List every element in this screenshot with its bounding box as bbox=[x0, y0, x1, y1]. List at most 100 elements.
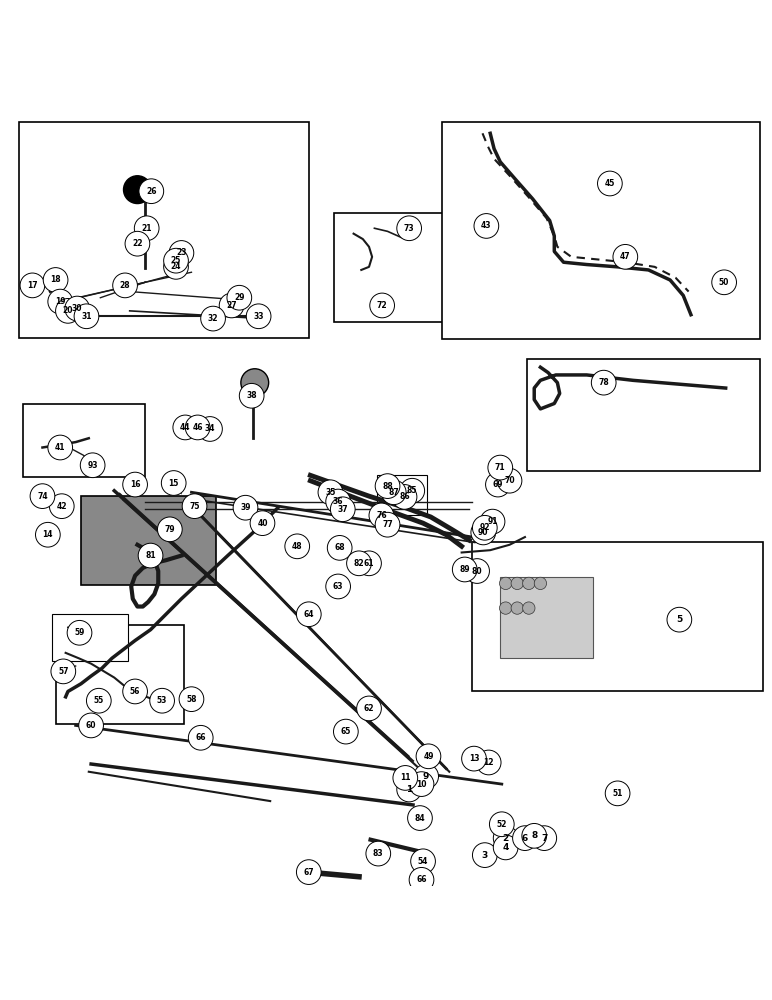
Text: 5: 5 bbox=[676, 615, 682, 624]
Circle shape bbox=[113, 273, 137, 298]
Circle shape bbox=[125, 231, 150, 256]
Text: 60: 60 bbox=[86, 721, 96, 730]
Circle shape bbox=[393, 766, 418, 790]
Bar bbox=[23, 403, 145, 477]
Text: 39: 39 bbox=[240, 503, 251, 512]
Circle shape bbox=[414, 764, 438, 789]
Circle shape bbox=[227, 285, 252, 310]
Bar bbox=[472, 542, 763, 691]
Circle shape bbox=[134, 216, 159, 241]
Text: 84: 84 bbox=[415, 814, 425, 823]
Circle shape bbox=[326, 489, 350, 514]
Circle shape bbox=[188, 725, 213, 750]
Text: 18: 18 bbox=[50, 275, 61, 284]
Text: 69: 69 bbox=[493, 480, 503, 489]
Text: 43: 43 bbox=[481, 221, 492, 230]
Text: 91: 91 bbox=[487, 517, 498, 526]
Circle shape bbox=[532, 826, 557, 850]
Bar bbox=[56, 625, 184, 724]
Text: 9: 9 bbox=[423, 772, 429, 781]
Text: 57: 57 bbox=[58, 667, 69, 676]
Circle shape bbox=[330, 497, 355, 522]
Text: 40: 40 bbox=[257, 519, 268, 528]
Circle shape bbox=[250, 511, 275, 536]
Circle shape bbox=[182, 494, 207, 519]
Text: 6: 6 bbox=[522, 834, 528, 843]
Text: 27: 27 bbox=[226, 301, 237, 310]
Circle shape bbox=[150, 688, 174, 713]
Text: 45: 45 bbox=[604, 179, 615, 188]
Text: 70: 70 bbox=[504, 476, 515, 485]
Circle shape bbox=[185, 415, 210, 440]
Bar bbox=[19, 122, 309, 338]
Circle shape bbox=[493, 835, 518, 860]
Circle shape bbox=[712, 270, 736, 295]
Circle shape bbox=[86, 688, 111, 713]
Text: 26: 26 bbox=[146, 187, 157, 196]
Text: 89: 89 bbox=[459, 565, 470, 574]
Text: 58: 58 bbox=[186, 695, 197, 704]
Text: 7: 7 bbox=[541, 834, 547, 843]
Circle shape bbox=[392, 485, 417, 509]
Circle shape bbox=[613, 244, 638, 269]
Circle shape bbox=[296, 860, 321, 884]
Bar bbox=[81, 496, 216, 585]
Text: 61: 61 bbox=[364, 559, 374, 568]
Circle shape bbox=[522, 823, 547, 848]
Text: 1: 1 bbox=[406, 785, 412, 794]
Text: 14: 14 bbox=[42, 530, 53, 539]
Bar bbox=[500, 577, 593, 658]
Circle shape bbox=[296, 602, 321, 627]
Text: 64: 64 bbox=[303, 610, 314, 619]
Circle shape bbox=[20, 273, 45, 298]
Text: 55: 55 bbox=[93, 696, 104, 705]
Text: 15: 15 bbox=[168, 479, 179, 488]
Text: 41: 41 bbox=[55, 443, 66, 452]
Text: 93: 93 bbox=[87, 461, 98, 470]
Bar bbox=[377, 475, 427, 515]
Circle shape bbox=[233, 495, 258, 520]
Text: 3: 3 bbox=[482, 851, 488, 860]
Circle shape bbox=[164, 255, 188, 279]
Text: 86: 86 bbox=[399, 492, 410, 501]
Circle shape bbox=[489, 812, 514, 837]
Circle shape bbox=[347, 551, 371, 576]
Text: 23: 23 bbox=[176, 248, 187, 257]
Circle shape bbox=[416, 744, 441, 769]
Circle shape bbox=[157, 517, 182, 542]
Text: 4: 4 bbox=[503, 843, 509, 852]
Text: 10: 10 bbox=[416, 780, 427, 789]
Text: 13: 13 bbox=[469, 754, 479, 763]
Text: 31: 31 bbox=[81, 312, 92, 321]
Text: 56: 56 bbox=[130, 687, 141, 696]
Bar bbox=[442, 122, 760, 339]
Circle shape bbox=[472, 843, 497, 867]
Text: 25: 25 bbox=[171, 256, 181, 265]
Text: 24: 24 bbox=[171, 262, 181, 271]
Circle shape bbox=[79, 713, 103, 738]
Circle shape bbox=[357, 551, 381, 576]
Circle shape bbox=[30, 484, 55, 508]
Circle shape bbox=[511, 577, 523, 590]
Circle shape bbox=[318, 480, 343, 505]
Text: 44: 44 bbox=[180, 423, 191, 432]
Text: 67: 67 bbox=[303, 868, 314, 877]
Text: 46: 46 bbox=[192, 423, 203, 432]
Circle shape bbox=[65, 296, 90, 321]
Text: 92: 92 bbox=[479, 523, 490, 532]
Text: 52: 52 bbox=[496, 820, 507, 829]
Circle shape bbox=[411, 849, 435, 874]
Circle shape bbox=[499, 577, 512, 590]
Text: 19: 19 bbox=[55, 297, 66, 306]
Circle shape bbox=[124, 176, 151, 204]
Circle shape bbox=[375, 474, 400, 498]
Circle shape bbox=[409, 867, 434, 892]
Text: 2: 2 bbox=[503, 834, 509, 843]
Circle shape bbox=[357, 696, 381, 721]
Text: 51: 51 bbox=[612, 789, 623, 798]
Circle shape bbox=[370, 293, 394, 318]
Circle shape bbox=[488, 455, 513, 480]
Text: 47: 47 bbox=[620, 252, 631, 261]
Circle shape bbox=[591, 370, 616, 395]
Text: 80: 80 bbox=[472, 567, 482, 576]
